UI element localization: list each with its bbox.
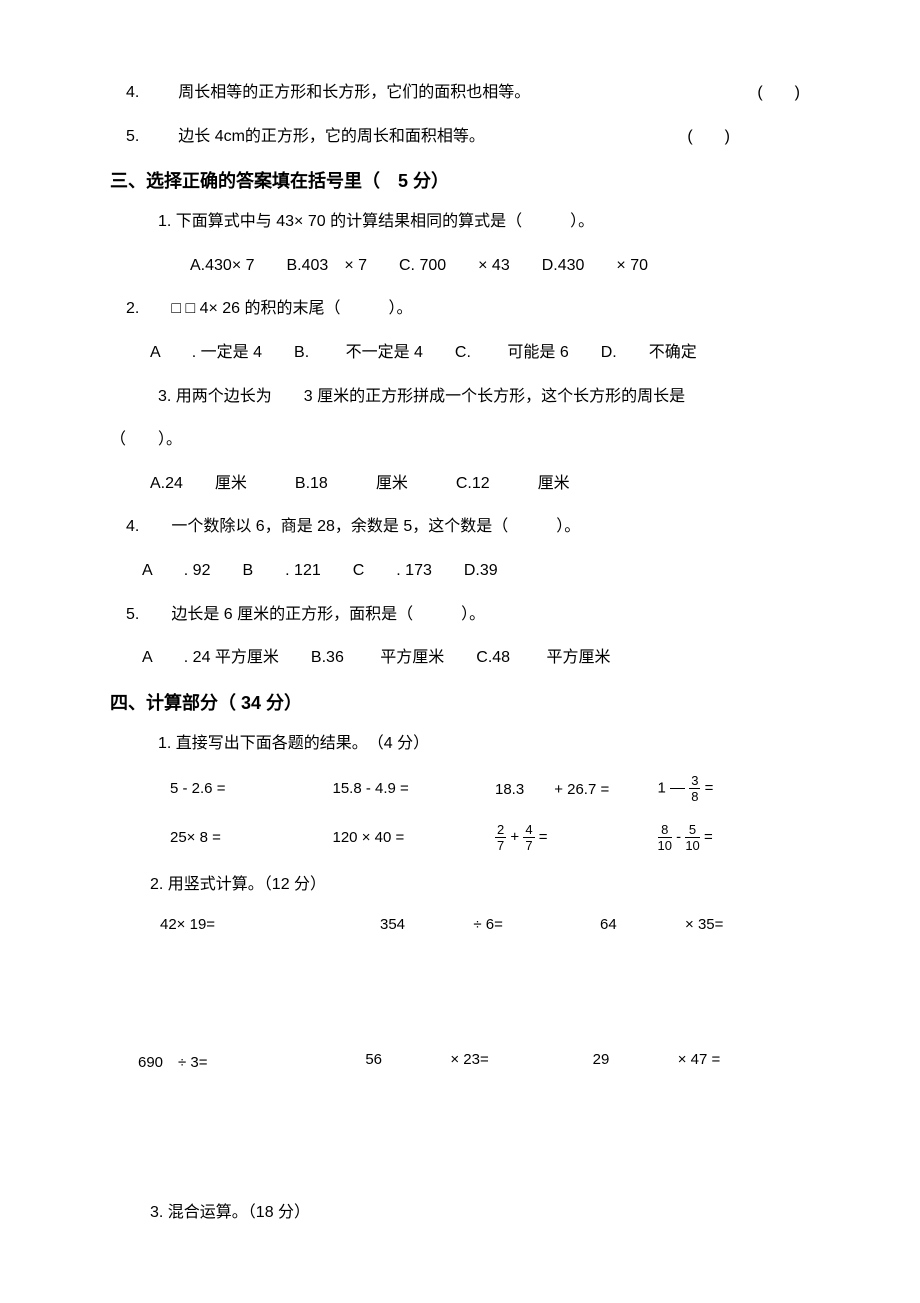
judge-q5: 5. 边长 4cm的正方形，它的周长和面积相等。 ( )	[110, 124, 820, 150]
calc-r2-b: 120 × 40 =	[333, 829, 496, 846]
judge-q5-paren: ( )	[687, 124, 820, 150]
s3-q1-text: 1. 下面算式中与 43× 70 的计算结果相同的算式是（ ）。	[110, 209, 820, 235]
p2-r1-c: 64 × 35=	[600, 916, 820, 933]
calc-r1-d-pre: 1 —	[658, 780, 686, 797]
judge-q4-paren: ( )	[757, 80, 820, 106]
calc-r2-c: 2 7 + 4 7 =	[495, 823, 658, 852]
judge-q4-num: 4.	[126, 84, 139, 101]
judge-q4-text: 周长相等的正方形和长方形，它们的面积也相等。	[178, 84, 530, 101]
p2-r2-c: 29 × 47 =	[593, 1051, 820, 1072]
frac-5-10: 5 10	[685, 823, 699, 852]
calc-r2-a: 25× 8 =	[170, 829, 333, 846]
calc-r1-b: 15.8 - 4.9 =	[333, 780, 496, 797]
s3-q3-paren: （ ）。	[110, 427, 820, 453]
p2-r2-a: 690 ÷ 3=	[138, 1051, 365, 1072]
equals-2: =	[704, 829, 713, 846]
s4-p1-row2: 25× 8 = 120 × 40 = 2 7 + 4 7 = 8 10 - 5 …	[110, 823, 820, 852]
judge-q5-text: 边长 4cm的正方形，它的周长和面积相等。	[178, 128, 485, 145]
calc-r1-c: 18.3 + 26.7 =	[495, 778, 658, 799]
s4-p1-title: 1. 直接写出下面各题的结果。 （4 分）	[110, 731, 820, 757]
s3-q5-text: 5. 边长是 6 厘米的正方形，面积是（ ）。	[110, 602, 820, 628]
calc-r1-d-post: =	[705, 780, 714, 797]
frac-2-7: 2 7	[495, 823, 506, 852]
s3-q3-opts: A.24 厘米 B.18 厘米 C.12 厘米	[110, 471, 820, 497]
s3-q1-opts: A.430× 7 B.403 × 7 C. 700 × 43 D.430 × 7…	[110, 253, 820, 279]
s4-p1-row1: 5 - 2.6 = 15.8 - 4.9 = 18.3 + 26.7 = 1 —…	[110, 774, 820, 803]
s3-q2-opts: A . 一定是 4 B. 不一定是 4 C. 可能是 6 D. 不确定	[110, 340, 820, 366]
s4-p2-row2: 690 ÷ 3= 56 × 23= 29 × 47 =	[110, 1051, 820, 1072]
judge-q4: 4. 周长相等的正方形和长方形，它们的面积也相等。 ( )	[110, 80, 820, 106]
frac-3-8: 3 8	[689, 774, 700, 803]
judge-q5-num: 5.	[126, 128, 139, 145]
calc-r2-d: 8 10 - 5 10 =	[658, 823, 821, 852]
p2-r2-b: 56 × 23=	[365, 1051, 592, 1072]
s4-p3-title: 3. 混合运算。（18 分）	[110, 1200, 820, 1226]
s4-p2-row1: 42× 19= 354 ÷ 6= 64 × 35=	[110, 916, 820, 933]
minus-sign: -	[676, 829, 685, 846]
vertical-calc-space-2	[110, 1090, 820, 1190]
equals-1: =	[539, 829, 548, 846]
p2-r1-a: 42× 19=	[160, 916, 380, 933]
calc-r1-a: 5 - 2.6 =	[170, 780, 333, 797]
p2-r1-b: 354 ÷ 6=	[380, 916, 600, 933]
s3-q3-text: 3. 用两个边长为 3 厘米的正方形拼成一个长方形，这个长方形的周长是	[110, 384, 820, 410]
s3-q4-text: 4. 一个数除以 6，商是 28，余数是 5，这个数是（ ）。	[110, 514, 820, 540]
calc-r1-d: 1 — 3 8 =	[658, 774, 821, 803]
s3-q4-opts: A . 92 B . 121 C . 173 D.39	[110, 558, 820, 584]
frac-4-7: 4 7	[523, 823, 534, 852]
section3-title: 三、选择正确的答案填在括号里（ 5 分）	[110, 167, 820, 193]
plus-sign: +	[510, 829, 523, 846]
s3-q5-opts: A . 24 平方厘米 B.36 平方厘米 C.48 平方厘米	[110, 645, 820, 671]
s3-q2-text: 2. □ □ 4× 26 的积的末尾（ ）。	[110, 296, 820, 322]
frac-8-10: 8 10	[658, 823, 672, 852]
vertical-calc-space-1	[110, 951, 820, 1051]
s4-p2-title: 2. 用竖式计算。（12 分）	[110, 872, 820, 898]
section4-title: 四、计算部分（ 34 分）	[110, 689, 820, 715]
